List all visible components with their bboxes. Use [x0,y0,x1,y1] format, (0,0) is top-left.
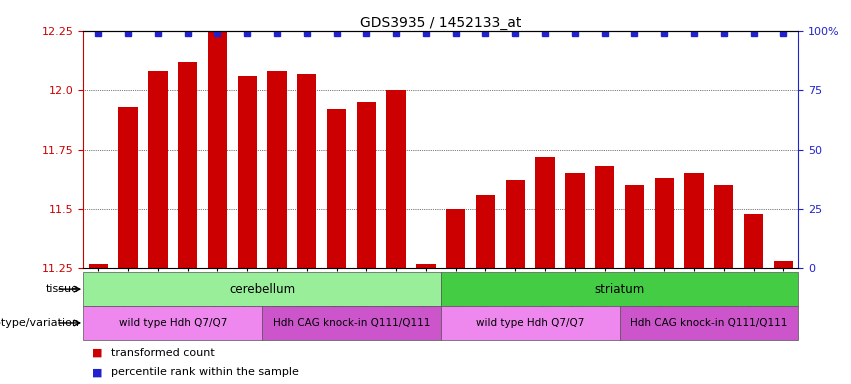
Bar [714,185,734,268]
Text: wild type Hdh Q7/Q7: wild type Hdh Q7/Q7 [476,318,585,328]
Bar [654,178,674,268]
Bar [237,76,257,268]
Text: wild type Hdh Q7/Q7: wild type Hdh Q7/Q7 [118,318,227,328]
Bar [148,71,168,268]
Text: ■: ■ [92,348,102,358]
Text: Hdh CAG knock-in Q111/Q111: Hdh CAG knock-in Q111/Q111 [631,318,787,328]
Bar [774,261,793,268]
Bar [441,306,620,340]
Text: Hdh CAG knock-in Q111/Q111: Hdh CAG knock-in Q111/Q111 [273,318,430,328]
Bar [208,32,227,268]
Bar [267,71,287,268]
Bar [416,264,436,268]
Bar [178,61,197,268]
Bar [118,107,138,268]
Title: GDS3935 / 1452133_at: GDS3935 / 1452133_at [360,16,522,30]
Bar [441,272,798,306]
Bar [262,306,441,340]
Bar [535,157,555,268]
Bar [565,173,585,268]
Text: ■: ■ [92,367,102,377]
Bar [744,214,763,268]
Bar [327,109,346,268]
Bar [297,73,317,268]
Bar [620,306,798,340]
Bar [357,102,376,268]
Bar [386,90,406,268]
Text: transformed count: transformed count [111,348,214,358]
Text: cerebellum: cerebellum [229,283,295,296]
Bar [83,272,441,306]
Text: tissue: tissue [46,284,79,294]
Text: striatum: striatum [594,283,645,296]
Bar [83,306,262,340]
Text: percentile rank within the sample: percentile rank within the sample [111,367,299,377]
Bar [446,209,465,268]
Bar [684,173,704,268]
Bar [625,185,644,268]
Bar [89,264,108,268]
Bar [476,195,495,268]
Bar [595,166,614,268]
Bar [505,180,525,268]
Text: genotype/variation: genotype/variation [0,318,79,328]
